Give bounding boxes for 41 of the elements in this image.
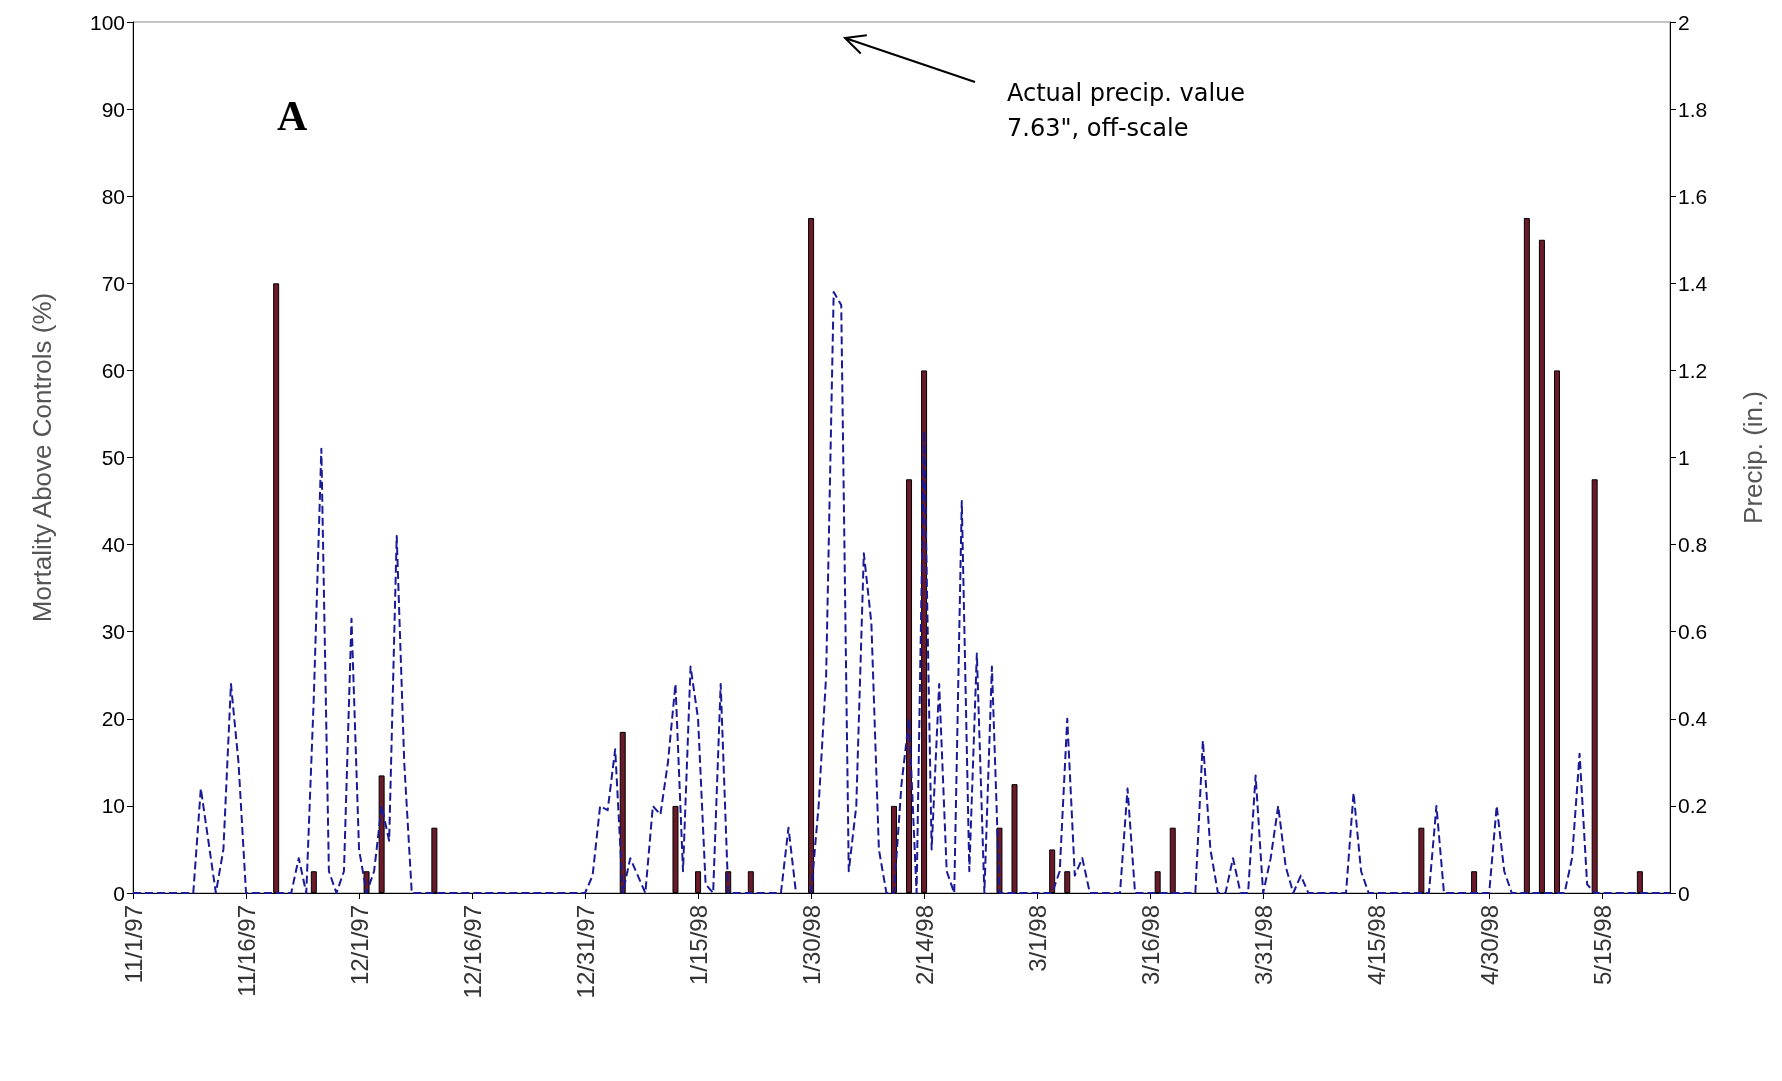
- y2-tick-label: 1.2: [1678, 358, 1708, 382]
- y-tick-label: 30: [101, 620, 125, 644]
- x-tick-label: 4/15/98: [1362, 905, 1390, 986]
- y2-tick-label: 0.4: [1678, 707, 1708, 731]
- x-tick-label: 12/1/97: [345, 905, 373, 986]
- y-tick-label: 20: [101, 707, 125, 731]
- x-tick-label: 12/16/97: [458, 905, 486, 999]
- y2-tick-label: 1.4: [1678, 271, 1708, 295]
- y-tick-label: 50: [101, 446, 125, 469]
- y-tick-label: 40: [101, 533, 125, 557]
- x-tick-label: 3/16/98: [1136, 905, 1164, 986]
- y2-tick-label: 0.2: [1678, 794, 1708, 818]
- x-tick-label: 3/31/98: [1249, 905, 1277, 986]
- y-tick-label: 70: [101, 271, 125, 295]
- y2-tick-label: 1.8: [1678, 97, 1708, 121]
- y-tick-label: 60: [101, 358, 125, 382]
- x-tick-label: 2/14/98: [910, 905, 938, 986]
- x-tick-label: 1/30/98: [797, 905, 825, 986]
- x-tick-label: 5/15/98: [1588, 905, 1616, 986]
- y2-axis-title: Precip. (in.): [1738, 391, 1768, 524]
- y2-tick-label: 2: [1678, 10, 1690, 34]
- annotation: A: [277, 93, 308, 139]
- x-tick-label: 11/16/97: [232, 905, 260, 997]
- y-tick-label: 80: [101, 184, 125, 208]
- x-tick-label: 11/1/97: [119, 905, 147, 984]
- x-tick-label: 12/31/97: [571, 905, 599, 999]
- y2-tick-label: 0.8: [1678, 533, 1708, 557]
- x-tick-label: 1/15/98: [684, 905, 712, 986]
- x-tick-label: 3/1/98: [1023, 905, 1051, 972]
- y2-tick-label: 1: [1678, 446, 1690, 469]
- annotation: Actual precip. value 7.63", off-scale: [1007, 78, 1246, 142]
- y2-tick-label: 0.6: [1678, 620, 1708, 644]
- bar: [1471, 871, 1478, 893]
- y-tick-label: 10: [101, 794, 125, 818]
- y-tick-label: 90: [101, 97, 125, 121]
- y-axis-title: Mortality Above Controls (%): [27, 292, 57, 623]
- y-tick-label: 0: [113, 881, 125, 905]
- y-tick-label: 100: [89, 10, 125, 34]
- y2-tick-label: 0: [1678, 881, 1690, 905]
- y2-tick-label: 1.6: [1678, 184, 1708, 208]
- x-tick-label: 4/30/98: [1475, 905, 1503, 986]
